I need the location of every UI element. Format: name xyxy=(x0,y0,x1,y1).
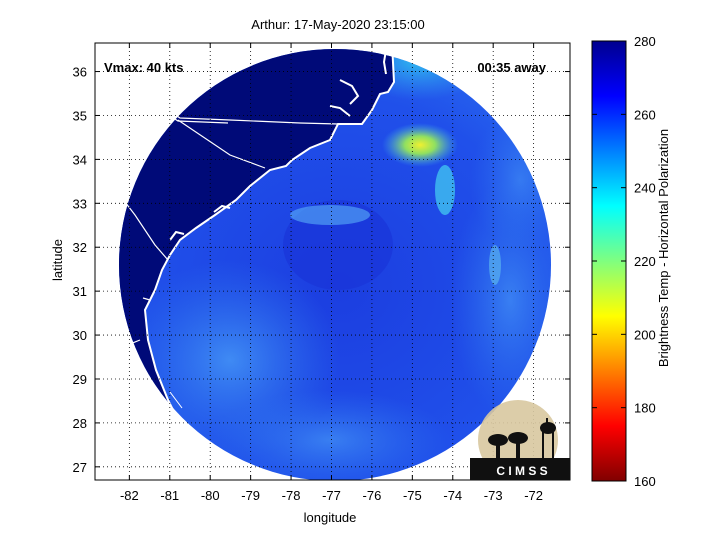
x-tick-label: -80 xyxy=(201,488,220,503)
y-tick-label: 29 xyxy=(73,372,87,387)
x-axis-ticks: -82 -81 -80 -79 -78 -77 -76 -75 -74 -73 -72 xyxy=(120,43,543,503)
grid-lines xyxy=(95,43,570,480)
colorbar-tick-label: 280 xyxy=(634,34,656,49)
coastline xyxy=(143,43,396,479)
y-tick-label: 34 xyxy=(73,152,87,167)
colorbar-tick-label: 180 xyxy=(634,401,656,416)
plot-title: Arthur: 17-May-2020 23:15:00 xyxy=(251,17,424,32)
x-tick-label: -82 xyxy=(120,488,139,503)
y-tick-label: 31 xyxy=(73,284,87,299)
colorbar-tick-label: 240 xyxy=(634,181,656,196)
x-tick-label: -78 xyxy=(282,488,301,503)
y-tick-label: 35 xyxy=(73,108,87,123)
y-tick-label: 30 xyxy=(73,328,87,343)
colorbar-tick-label: 200 xyxy=(634,327,656,342)
y-tick-label: 32 xyxy=(73,240,87,255)
x-tick-label: -74 xyxy=(443,488,462,503)
colorbar-label: Brightness Temp - Horizontal Polarizatio… xyxy=(656,129,671,367)
cimss-logo: C I M S S xyxy=(470,400,570,480)
plot-frame xyxy=(94,42,571,481)
colorbar-tick-label: 220 xyxy=(634,254,656,269)
vmax-annotation: Vmax: 40 kts xyxy=(104,60,184,75)
x-tick-label: -72 xyxy=(524,488,543,503)
x-tick-label: -77 xyxy=(322,488,341,503)
time-annotation: 00:35 away xyxy=(477,60,546,75)
colorbar xyxy=(592,41,626,481)
x-tick-label: -76 xyxy=(363,488,382,503)
interior-coast-left xyxy=(95,379,183,471)
y-axis-label: latitude xyxy=(50,239,65,281)
x-tick-label: -73 xyxy=(484,488,503,503)
colorbar-ticks: 160 180 200 220 240 260 280 xyxy=(592,34,656,489)
y-tick-label: 28 xyxy=(73,416,87,431)
y-axis-ticks: 27 28 29 30 31 32 33 34 35 36 xyxy=(73,65,570,475)
y-tick-label: 36 xyxy=(73,65,87,80)
colorbar-tick-label: 260 xyxy=(634,107,656,122)
y-tick-label: 33 xyxy=(73,196,87,211)
colorbar-tick-label: 160 xyxy=(634,474,656,489)
boundaries xyxy=(95,104,339,349)
y-tick-label: 27 xyxy=(73,460,87,475)
x-tick-label: -81 xyxy=(160,488,179,503)
x-axis-label: longitude xyxy=(304,510,357,525)
x-tick-label: -75 xyxy=(403,488,422,503)
x-tick-label: -79 xyxy=(241,488,260,503)
logo-text: C I M S S xyxy=(496,464,547,478)
